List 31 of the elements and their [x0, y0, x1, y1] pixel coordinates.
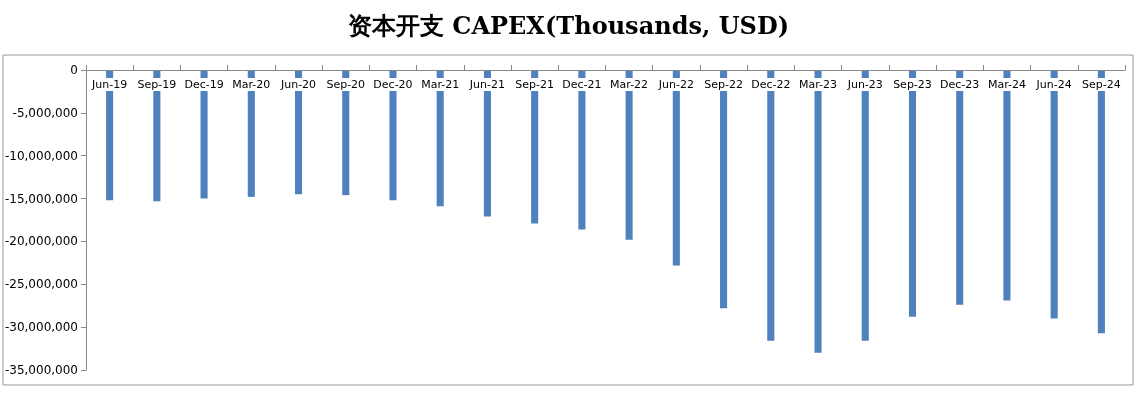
y-tick-label: -5,000,000 [12, 105, 78, 120]
x-tick-label: Dec-19 [184, 78, 224, 91]
y-tick-label: -35,000,000 [4, 363, 78, 377]
y-tick-label: -15,000,000 [4, 191, 78, 206]
x-tick-label: Jun-20 [279, 78, 317, 91]
x-tick-label: Mar-24 [987, 78, 1026, 91]
x-tick-label: Jun-21 [468, 78, 506, 91]
y-tick-label: -30,000,000 [4, 320, 78, 335]
x-tick-label: Sep-22 [704, 78, 743, 91]
x-tick-label: Mar-21 [421, 78, 460, 91]
y-tick-label: 0 [70, 63, 78, 77]
x-tick-label: Mar-20 [232, 78, 271, 91]
x-tick-label: Mar-23 [799, 78, 838, 91]
x-tick-label: Dec-22 [751, 78, 791, 91]
x-tick-label: Jun-23 [846, 78, 883, 91]
x-tick-label: Sep-20 [326, 78, 366, 91]
x-tick-label: Mar-22 [610, 78, 649, 91]
y-tick-label: -20,000,000 [4, 234, 78, 249]
x-tick-label: Dec-21 [562, 78, 602, 91]
x-tick-label: Sep-23 [893, 78, 932, 91]
x-tick-label: Sep-24 [1082, 78, 1121, 91]
x-tick-label: Dec-20 [373, 78, 413, 91]
x-tick-label: Jun-22 [657, 78, 694, 91]
x-tick-label: Jun-24 [1035, 78, 1072, 91]
x-tick-label: Jun-19 [91, 78, 128, 91]
y-tick-label: -25,000,000 [4, 277, 78, 292]
y-tick-label: -10,000,000 [4, 148, 78, 163]
x-tick-label: Sep-21 [515, 78, 555, 91]
x-tick-label: Dec-23 [940, 78, 980, 91]
x-tick-label: Sep-19 [137, 78, 177, 91]
chart-title: 资本开支 CAPEX(Thousands, USD) [347, 10, 790, 40]
